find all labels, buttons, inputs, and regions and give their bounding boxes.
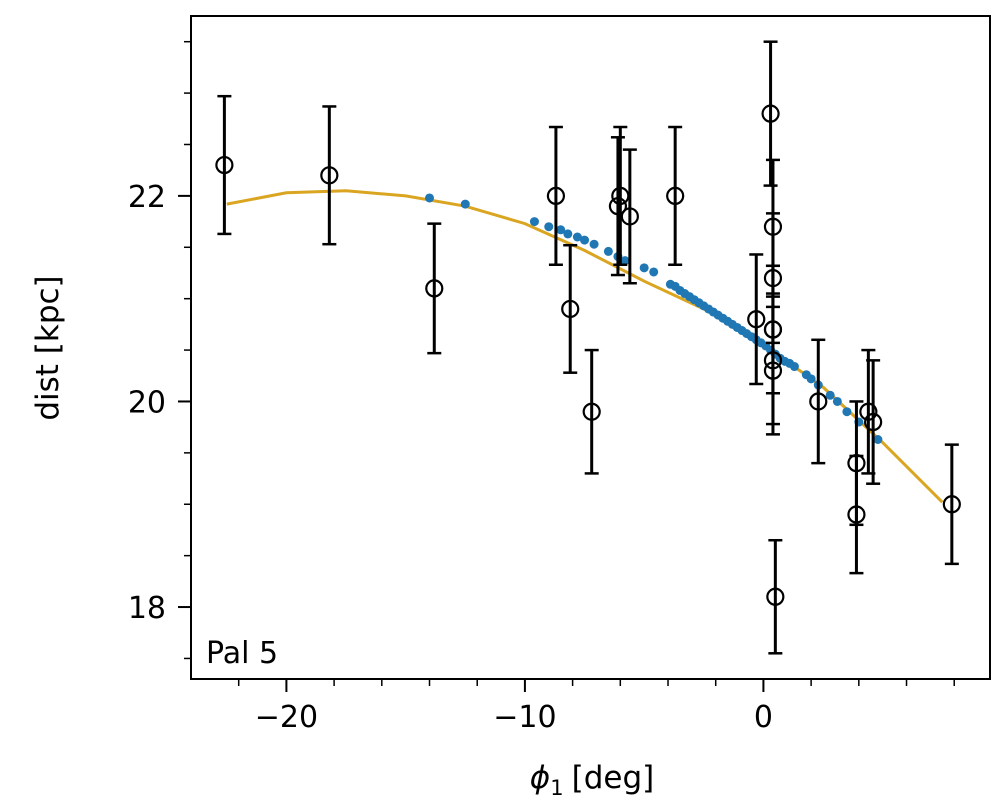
observation-marker: [620, 207, 639, 226]
model-particle-point: [572, 232, 582, 242]
observation-marker: [766, 587, 785, 606]
observation-marker: [864, 412, 883, 432]
x-axis-label: ϕ1 [deg]: [530, 760, 654, 800]
axis-ticks: −20 −10 0 18 20 22: [128, 40, 955, 735]
observation-marker: [425, 279, 444, 298]
model-particle-point: [603, 246, 613, 256]
observation-marker: [582, 402, 601, 421]
model-particle-point: [425, 193, 435, 203]
observation-marker: [546, 186, 566, 205]
x-tick-label: −10: [493, 700, 556, 735]
model-particle-point: [563, 229, 573, 239]
observation-marker: [608, 197, 628, 216]
x-tick-label: −20: [255, 700, 318, 735]
observation-marker: [761, 104, 780, 123]
model-particle-point: [620, 256, 630, 266]
model-particle-point: [649, 267, 659, 277]
panel-annotation: Pal 5: [206, 636, 278, 671]
model-particle-point: [842, 407, 852, 417]
observation-marker: [847, 505, 866, 524]
model-particle-point: [544, 222, 554, 232]
model-particle-point: [789, 362, 799, 372]
observation-marker: [747, 310, 766, 329]
x-tick-label: 0: [754, 700, 773, 735]
x-axis-label-symbol: ϕ: [530, 760, 550, 796]
plot-area: [215, 40, 961, 655]
model-particle-point: [589, 239, 599, 249]
model-particle-point: [806, 374, 816, 384]
observation-marker: [666, 186, 685, 205]
x-axis-label-unit: [deg]: [572, 760, 655, 796]
observation-marker: [763, 361, 783, 380]
model-particle-point: [825, 390, 835, 400]
y-tick-label: 18: [128, 591, 166, 626]
y-axis-label: dist [kpc]: [30, 275, 66, 420]
plot-frame: [190, 15, 991, 680]
model-particle-point: [639, 263, 649, 273]
y-tick-label: 20: [128, 385, 166, 420]
model-particle-point: [832, 396, 842, 406]
observation-marker: [859, 402, 878, 421]
model-particle-point: [529, 217, 539, 227]
observation-marker: [942, 495, 961, 514]
model-particle-point: [556, 225, 566, 235]
observation-marker: [320, 166, 339, 185]
model-particle-point: [460, 199, 470, 209]
x-axis-label-subscript: 1: [550, 776, 563, 800]
observation-marker: [611, 186, 630, 205]
observation-marker: [809, 392, 828, 411]
observation-marker: [561, 299, 580, 319]
model-particle-point: [580, 235, 590, 245]
observation-marker: [215, 155, 234, 175]
model-particle-point: [873, 434, 883, 444]
y-tick-label: 22: [128, 180, 166, 215]
model-track-line: [226, 189, 944, 504]
